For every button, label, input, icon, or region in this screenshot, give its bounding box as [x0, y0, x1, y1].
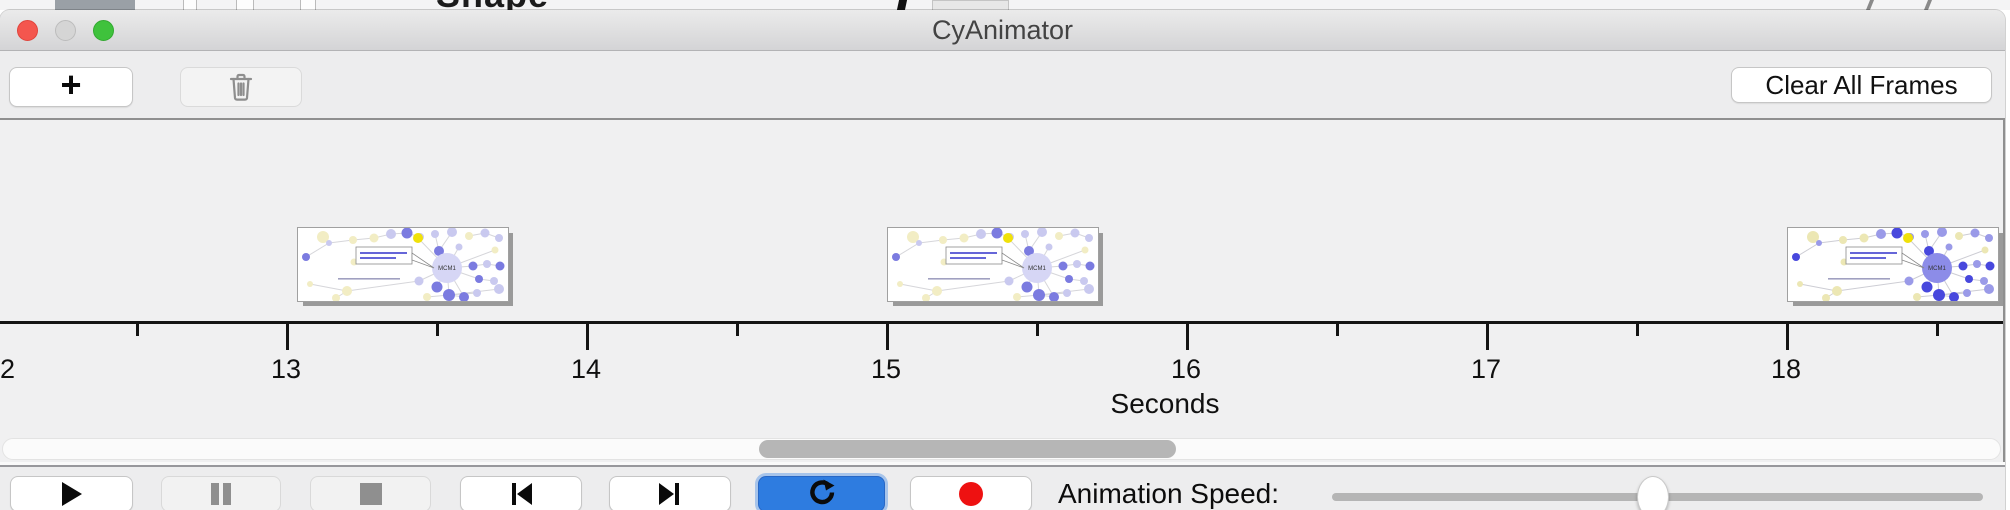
frame-thumbnail[interactable]: MCM1 [1787, 227, 1999, 302]
major-tick [1486, 324, 1489, 350]
minor-tick [736, 324, 739, 336]
cyanimator-window: CyAnimator + Clear All Frames Seconds 2 1… [0, 10, 2005, 510]
minor-tick [1636, 324, 1639, 336]
stop-icon [359, 482, 383, 506]
minimize-button[interactable] [54, 20, 76, 41]
hub-node-label: MCM1 [438, 266, 456, 272]
major-tick [1786, 324, 1789, 350]
tick-label: 14 [570, 354, 602, 384]
minor-tick [136, 324, 139, 336]
play-icon [60, 481, 84, 507]
clear-all-frames-label: Clear All Frames [1765, 69, 1958, 100]
tick-label: 16 [1170, 354, 1202, 384]
minor-tick [1336, 324, 1339, 336]
network-graph-image: MCM1 [302, 227, 505, 302]
title-bar[interactable]: CyAnimator [0, 10, 2005, 51]
skip-to-start-icon [508, 482, 534, 506]
plus-icon: + [60, 64, 82, 105]
play-button[interactable] [10, 476, 133, 510]
major-tick [286, 324, 289, 350]
minor-tick [436, 324, 439, 336]
background-fragment [1865, 0, 1875, 10]
stop-button[interactable] [310, 476, 431, 510]
desktop-background [2006, 10, 2010, 510]
background-fragment [932, 0, 1009, 10]
skip-to-end-icon [657, 482, 683, 506]
timeline-panel: Seconds 2 13 14 15 16 17 18 MCM1 MCM1 MCM1 [0, 118, 2005, 462]
background-fragment [1923, 0, 1933, 10]
speed-slider-thumb[interactable] [1637, 476, 1669, 510]
pause-icon [208, 482, 234, 506]
delete-frame-button[interactable] [180, 67, 302, 107]
timeline-scrollbar-thumb[interactable] [759, 440, 1176, 458]
record-icon [958, 481, 984, 507]
background-fragment [300, 0, 316, 10]
tick-label: 18 [1770, 354, 1802, 384]
playback-control-bar: Animation Speed: [0, 465, 2005, 510]
close-button[interactable] [16, 20, 38, 41]
clear-all-frames-button[interactable]: Clear All Frames [1731, 67, 1992, 103]
major-tick [586, 324, 589, 350]
tick-label: 17 [1470, 354, 1502, 384]
hub-node-label: MCM1 [1928, 266, 1946, 272]
network-graph-image: MCM1 [892, 227, 1095, 302]
pause-button[interactable] [161, 476, 281, 510]
background-fragment [236, 0, 254, 10]
trash-icon [229, 73, 253, 101]
zoom-button[interactable] [92, 20, 114, 41]
skip-end-button[interactable] [609, 476, 731, 510]
divider [0, 462, 2005, 465]
tick-label: 2 [0, 354, 16, 384]
background-fragment [183, 0, 197, 10]
skip-start-button[interactable] [460, 476, 582, 510]
window-title: CyAnimator [931, 15, 1074, 45]
background-partial-text: Shape [436, 0, 549, 10]
add-frame-button[interactable]: + [9, 64, 133, 107]
loop-button[interactable] [758, 476, 885, 510]
minor-tick [1936, 324, 1939, 336]
background-fragment [896, 0, 908, 10]
tick-label: 13 [270, 354, 302, 384]
background-fragment [55, 0, 135, 10]
frame-toolbar: + Clear All Frames [0, 51, 2005, 118]
minor-tick [1036, 324, 1039, 336]
major-tick [886, 324, 889, 350]
animation-speed-label: Animation Speed: [1058, 478, 1280, 509]
loop-icon [807, 479, 837, 509]
network-graph-image: MCM1 [1792, 227, 1995, 302]
background-app-sliver: Shape [0, 0, 2010, 10]
axis-caption: Seconds [1110, 388, 1220, 419]
frame-thumbnail[interactable]: MCM1 [887, 227, 1099, 302]
tick-label: 15 [870, 354, 902, 384]
major-tick [1186, 324, 1189, 350]
record-button[interactable] [910, 476, 1032, 510]
frame-thumbnail[interactable]: MCM1 [297, 227, 509, 302]
timeline-axis [0, 321, 2003, 324]
hub-node-label: MCM1 [1028, 266, 1046, 272]
